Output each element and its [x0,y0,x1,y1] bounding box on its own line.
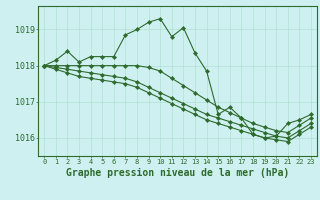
X-axis label: Graphe pression niveau de la mer (hPa): Graphe pression niveau de la mer (hPa) [66,168,289,178]
